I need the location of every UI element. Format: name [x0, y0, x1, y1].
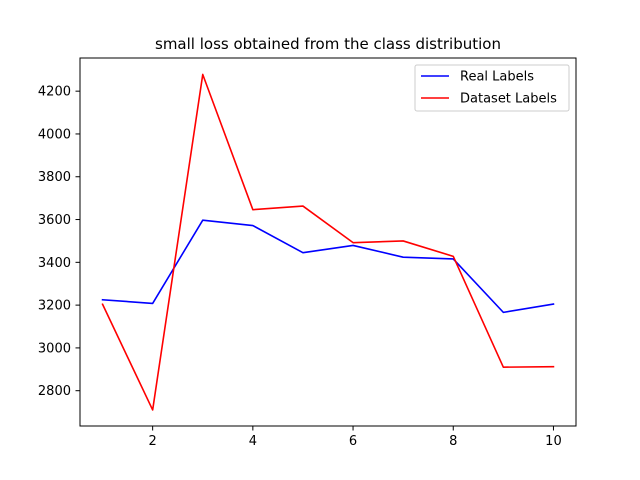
x-tick-label: 10	[545, 434, 562, 449]
y-tick-label: 2800	[38, 384, 71, 399]
y-tick-label: 3400	[38, 256, 71, 271]
legend-box	[414, 64, 570, 112]
y-tick-label: 4000	[38, 127, 71, 142]
x-tick-label: 8	[449, 434, 457, 449]
y-tick-label: 4200	[38, 85, 71, 100]
y-tick-label: 3600	[38, 213, 71, 228]
series-line-2	[101, 73, 555, 411]
plot-area: 2 4 6 8 10 2800 3000 3200 3400 3600 3800 4000 4200 Re…	[38, 57, 577, 449]
x-tick-label: 2	[149, 434, 157, 449]
legend-label: Real Labels	[460, 70, 534, 85]
x-tick-label: 4	[249, 434, 257, 449]
y-tick-label: 3200	[38, 299, 71, 314]
chart-title: small loss obtained from the class distr…	[155, 35, 501, 53]
legend-label: Dataset Labels	[460, 92, 557, 107]
x-tick-label: 6	[349, 434, 357, 449]
axes-frame	[79, 57, 577, 427]
y-tick-label: 3800	[38, 170, 71, 185]
y-tick-label: 3000	[38, 341, 71, 356]
series-line-1	[101, 219, 555, 314]
